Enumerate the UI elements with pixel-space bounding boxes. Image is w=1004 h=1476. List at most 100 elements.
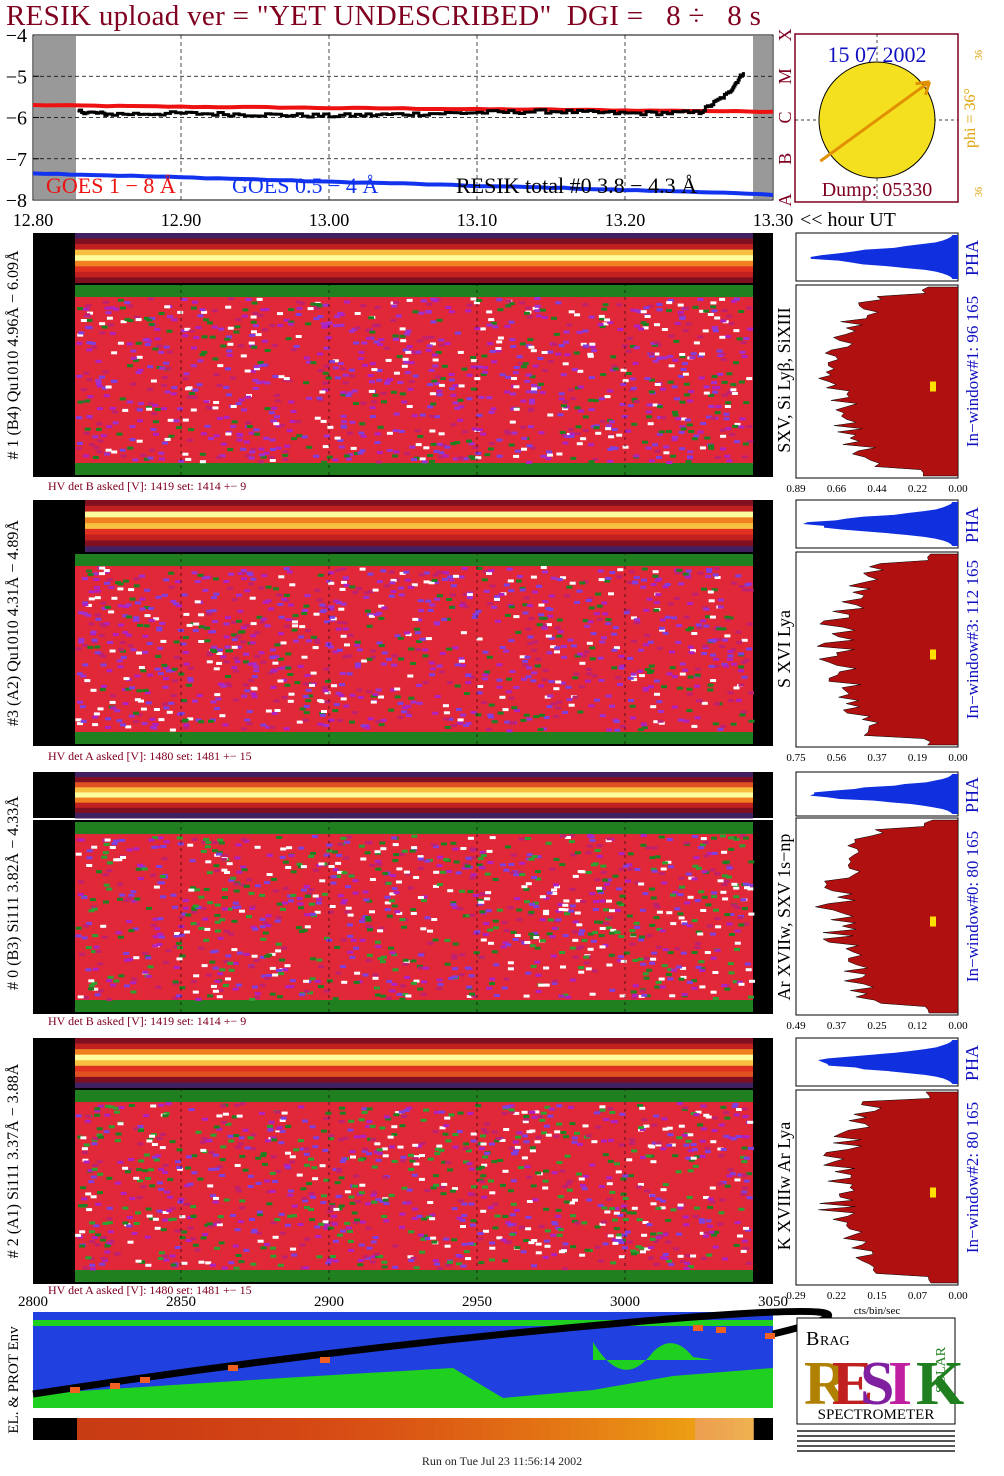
colorbar-cell — [453, 1418, 465, 1440]
detector-edge-top — [75, 1090, 753, 1102]
detector-pixel — [713, 702, 720, 706]
detector-pixel — [443, 717, 450, 721]
detector-pixel — [747, 883, 754, 887]
hist-unit-label: cts/bin/sec — [854, 1305, 901, 1317]
detector-pixel — [677, 1203, 684, 1207]
detector-pixel — [653, 916, 660, 920]
detector-pixel — [607, 1107, 614, 1111]
detector-pixel — [187, 1226, 194, 1230]
detector-pixel — [689, 356, 696, 360]
detector-pixel — [640, 843, 647, 847]
detector-pixel — [566, 1179, 573, 1183]
detector-pixel — [270, 648, 276, 652]
detector-pixel — [126, 1224, 133, 1228]
colorbar-cell — [637, 1418, 648, 1440]
detector-pixel — [137, 1125, 144, 1128]
detector-pixel — [248, 582, 254, 586]
detector-pixel — [82, 1158, 89, 1162]
detector-pixel — [591, 349, 598, 353]
detector-pixel — [705, 1219, 712, 1223]
detector-pixel — [633, 454, 640, 458]
detector-pixel — [531, 671, 538, 675]
detector-pixel — [743, 401, 750, 405]
detector-pixel — [246, 394, 252, 397]
detector-pixel — [538, 431, 545, 435]
detector-pixel — [584, 1248, 591, 1252]
detector-pixel — [233, 698, 240, 702]
detector-pixel — [342, 381, 349, 385]
detector-pixel — [676, 1232, 683, 1236]
detector-pixel — [738, 982, 745, 986]
detector-pixel — [228, 1261, 235, 1265]
detector-pixel — [433, 1110, 440, 1114]
detector-pixel — [310, 671, 317, 675]
detector-pixel — [622, 379, 629, 383]
spectrum-band — [85, 500, 753, 507]
detector-pixel — [439, 1185, 446, 1189]
detector-pixel — [492, 1202, 499, 1206]
detector-pixel — [404, 578, 411, 582]
detector-pixel — [342, 627, 349, 631]
detector-pixel — [712, 390, 719, 394]
detector-pixel — [83, 371, 90, 375]
detector-pixel — [168, 701, 175, 705]
detector-pixel — [550, 702, 557, 706]
detector-pixel — [607, 1159, 614, 1163]
detector-pixel — [601, 1206, 608, 1210]
detector-pixel — [258, 364, 265, 367]
detector-pixel — [266, 873, 273, 876]
detector-pixel — [134, 698, 141, 702]
phi-small-bottom: 36 — [974, 187, 985, 197]
detector-pixel — [220, 442, 227, 446]
detector-pixel — [210, 700, 217, 704]
detector-pixel — [198, 720, 205, 724]
detector-pixel — [279, 958, 286, 962]
detector-pixel — [659, 929, 666, 933]
detector-pixel — [292, 620, 298, 624]
detector-pixel — [390, 578, 397, 582]
detector-pixel — [114, 1139, 121, 1143]
detector-pixel — [683, 306, 690, 310]
detector-pixel — [598, 1185, 605, 1188]
detector-pixel — [129, 1197, 136, 1201]
detector-pixel — [161, 593, 168, 597]
detector-pixel — [636, 1218, 643, 1222]
detector-pixel — [417, 896, 424, 899]
detector-pixel — [587, 947, 594, 951]
detector-pixel — [338, 323, 345, 327]
detector-pixel — [190, 306, 197, 310]
detector-pixel — [233, 330, 240, 334]
orbit-marker — [228, 1365, 238, 1371]
detector-pixel — [95, 1202, 102, 1206]
detector-pixel — [89, 1240, 96, 1244]
detector-pixel — [283, 318, 290, 322]
detector-pixel — [279, 1129, 286, 1133]
detector-pixel — [503, 868, 510, 872]
detector-pixel — [148, 607, 155, 610]
colorbar-cell — [724, 1418, 735, 1440]
hist-tick-label: 0.15 — [867, 1290, 887, 1302]
detector-pixel — [635, 1245, 642, 1249]
detector-pixel — [412, 1157, 419, 1161]
detector-pixel — [487, 928, 494, 932]
detector-pixel — [320, 419, 327, 423]
detector-pixel — [545, 623, 552, 627]
detector-pixel — [740, 898, 747, 902]
detector-pixel — [404, 371, 411, 375]
detector-pixel — [481, 677, 488, 681]
detector-pixel — [378, 926, 385, 930]
detector-pixel — [391, 304, 398, 308]
detector-pixel — [551, 343, 558, 347]
detector-pixel — [646, 597, 653, 601]
detector-pixel — [354, 640, 361, 644]
detector-pixel — [458, 973, 465, 977]
detector-pixel — [228, 878, 235, 882]
detector-pixel — [147, 673, 154, 677]
detector-pixel — [248, 679, 255, 683]
detector-pixel — [586, 844, 593, 848]
detector-pixel — [128, 714, 135, 718]
detector-pixel — [661, 964, 668, 968]
detector-pixel — [541, 616, 548, 620]
detector-pixel — [251, 345, 258, 349]
detector-pixel — [435, 351, 442, 354]
